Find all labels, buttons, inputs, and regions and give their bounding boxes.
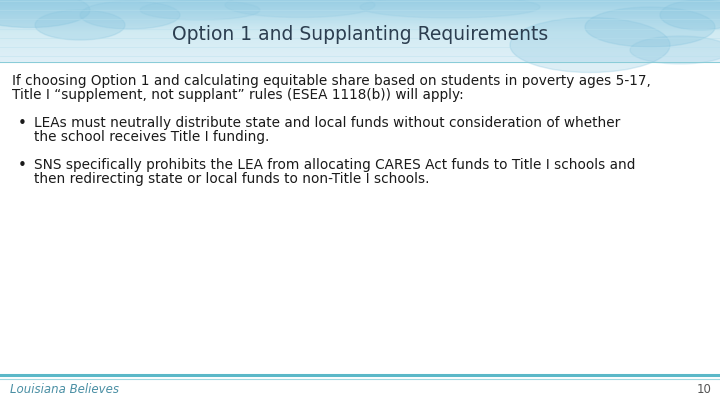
Bar	[0, 62, 720, 405]
Bar	[0, 5, 720, 6]
Text: Option 1 and Supplanting Requirements: Option 1 and Supplanting Requirements	[172, 25, 548, 44]
Ellipse shape	[140, 0, 260, 20]
Bar	[0, 53, 720, 54]
Ellipse shape	[35, 10, 125, 40]
Bar	[0, 24, 720, 25]
Ellipse shape	[585, 7, 715, 47]
Bar	[0, 58, 720, 59]
Ellipse shape	[630, 36, 720, 64]
Text: If choosing Option 1 and calculating equitable share based on students in povert: If choosing Option 1 and calculating equ…	[12, 74, 651, 88]
Text: 10: 10	[697, 383, 712, 396]
Bar	[0, 32, 720, 33]
Bar	[0, 51, 720, 52]
Bar	[0, 50, 720, 51]
Bar	[0, 8, 720, 9]
Text: the school receives Title I funding.: the school receives Title I funding.	[34, 130, 269, 144]
Bar	[0, 17, 720, 18]
Bar	[0, 45, 720, 46]
Bar	[0, 14, 720, 15]
Bar	[0, 25, 720, 26]
Bar	[0, 18, 720, 19]
Text: •: •	[17, 158, 27, 173]
Text: Title I “supplement, not supplant” rules (ESEA 1118(b)) will apply:: Title I “supplement, not supplant” rules…	[12, 88, 464, 102]
Bar	[0, 52, 720, 53]
Bar	[0, 19, 720, 20]
Bar	[0, 61, 720, 62]
Bar	[0, 6, 720, 7]
Bar	[0, 13, 720, 14]
Bar	[0, 40, 720, 41]
Bar	[0, 31, 720, 32]
Bar	[0, 15, 720, 16]
Bar	[0, 26, 720, 27]
Bar	[0, 54, 720, 55]
Bar	[0, 20, 720, 21]
Bar	[0, 46, 720, 47]
Bar	[0, 35, 720, 36]
Ellipse shape	[510, 17, 670, 72]
Bar	[0, 21, 720, 22]
Bar	[0, 12, 720, 13]
Bar	[0, 28, 720, 29]
Text: LEAs must neutrally distribute state and local funds without consideration of wh: LEAs must neutrally distribute state and…	[34, 116, 620, 130]
Bar	[0, 55, 720, 56]
Ellipse shape	[80, 1, 180, 29]
Bar	[0, 2, 720, 3]
Text: Louisiana Believes: Louisiana Believes	[10, 383, 119, 396]
Bar	[0, 48, 720, 49]
Ellipse shape	[660, 0, 720, 30]
Bar	[0, 0, 720, 1]
Text: then redirecting state or local funds to non-Title I schools.: then redirecting state or local funds to…	[34, 172, 430, 186]
Bar	[0, 27, 720, 28]
Bar	[0, 43, 720, 44]
Bar	[0, 4, 720, 5]
Text: SNS specifically prohibits the LEA from allocating CARES Act funds to Title I sc: SNS specifically prohibits the LEA from …	[34, 158, 635, 172]
Bar	[0, 57, 720, 58]
Bar	[0, 23, 720, 24]
Bar	[0, 1, 720, 2]
Bar	[0, 30, 720, 31]
Bar	[0, 41, 720, 42]
Text: •: •	[17, 116, 27, 131]
Bar	[0, 22, 720, 23]
Bar	[0, 60, 720, 61]
Ellipse shape	[360, 0, 540, 18]
Bar	[0, 29, 720, 30]
Bar	[0, 59, 720, 60]
Bar	[0, 44, 720, 45]
Bar	[0, 33, 720, 34]
Bar	[0, 16, 720, 17]
Bar	[0, 7, 720, 8]
Bar	[0, 38, 720, 39]
Bar	[0, 42, 720, 43]
Bar	[0, 47, 720, 48]
Bar	[0, 36, 720, 37]
Ellipse shape	[225, 0, 375, 17]
Bar	[0, 39, 720, 40]
Bar	[0, 37, 720, 38]
Bar	[0, 34, 720, 35]
Bar	[0, 10, 720, 11]
Bar	[0, 56, 720, 57]
Bar	[0, 9, 720, 10]
Bar	[0, 49, 720, 50]
Ellipse shape	[0, 0, 90, 28]
Bar	[0, 3, 720, 4]
Bar	[0, 11, 720, 12]
